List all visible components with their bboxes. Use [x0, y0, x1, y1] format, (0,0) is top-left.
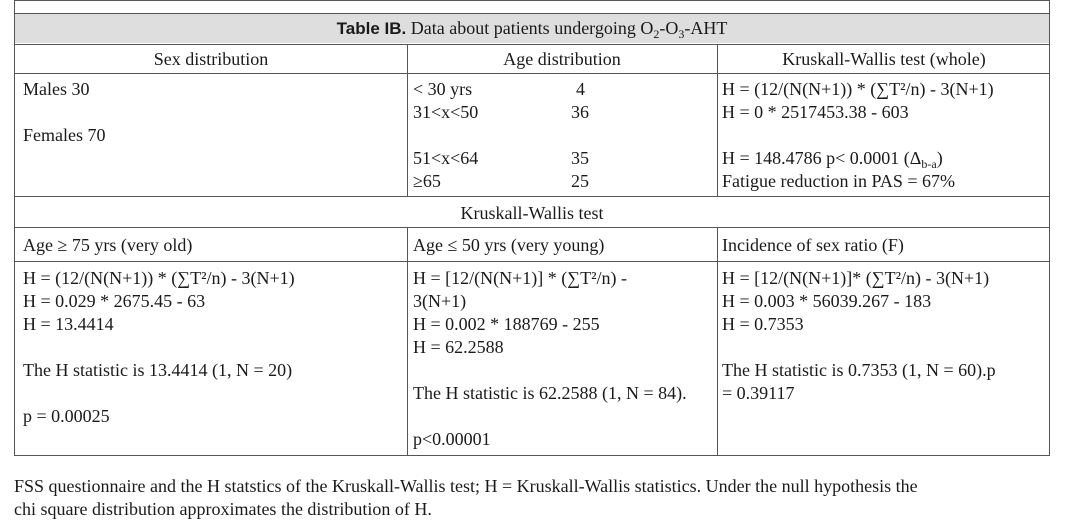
data-table: Table IB. Data about patients undergoing… [14, 0, 1050, 456]
col2-calc: H = 0.002 * 188769 - 255 [413, 314, 600, 334]
whole-result: H = 148.4786 p< 0.0001 (Δb-a) [722, 148, 943, 171]
sex-females: Females 70 [23, 125, 106, 145]
col1-p: p = 0.00025 [23, 406, 110, 426]
divider [717, 227, 718, 456]
col2-formula: H = [12/(N(N+1)] * (∑T²/n) - [413, 268, 627, 288]
sex-males: Males 30 [23, 79, 90, 99]
col1-h: H = 13.4414 [23, 314, 114, 334]
caption-line: chi square distribution approximates the… [14, 499, 432, 519]
col3-calc: H = 0.003 * 56039.267 - 183 [722, 291, 932, 311]
whole-formula: H = (12/(N(N+1)) * (∑T²/n) - 3(N+1) [722, 79, 994, 99]
divider [407, 44, 408, 196]
header-sex: Sex distribution [153, 49, 269, 69]
fatigue-reduction: Fatigue reduction in PAS = 67% [722, 171, 955, 191]
age-range: 31<x<50 [413, 102, 479, 122]
caption-line: FSS questionnaire and the H statstics of… [14, 476, 918, 496]
col2-formula-cont: 3(N+1) [413, 291, 467, 311]
divider [15, 196, 1049, 197]
col3-statistic: The H statistic is 0.7353 (1, N = 60).p [722, 360, 996, 380]
subheader-sex-ratio: Incidence of sex ratio (F) [722, 235, 904, 255]
kw-title: Kruskall-Wallis test [460, 203, 604, 223]
col1-calc: H = 0.029 * 2675.45 - 63 [23, 291, 206, 311]
table-caption: FSS questionnaire and the H statstics of… [14, 475, 1064, 521]
divider [15, 261, 1049, 262]
age-range: 51<x<64 [413, 148, 479, 168]
age-count: 36 [571, 102, 589, 122]
col3-h: H = 0.7353 [722, 314, 804, 334]
age-range: ≥65 [413, 171, 441, 191]
col3-p: = 0.39117 [722, 383, 795, 403]
subheader-very-old: Age ≥ 75 yrs (very old) [23, 235, 193, 255]
col2-statistic: The H statistic is 62.2588 (1, N = 84). [413, 383, 687, 403]
col2-p: p<0.00001 [413, 429, 491, 449]
whole-calc: H = 0 * 2517453.38 - 603 [722, 102, 909, 122]
col2-h: H = 62.2588 [413, 337, 504, 357]
divider [15, 73, 1049, 74]
col1-formula: H = (12/(N(N+1)) * (∑T²/n) - 3(N+1) [23, 268, 295, 288]
col1-statistic: The H statistic is 13.4414 (1, N = 20) [23, 360, 293, 380]
subheader-very-young: Age ≤ 50 yrs (very young) [413, 235, 605, 255]
header-kw-whole: Kruskall-Wallis test (whole) [782, 49, 986, 69]
table-title-label: Table IB. [336, 19, 407, 38]
table-title: Table IB. Data about patients undergoing… [15, 13, 1049, 43]
age-count: 25 [571, 171, 589, 191]
divider [15, 227, 1049, 228]
divider [407, 227, 408, 456]
age-count: 35 [571, 148, 589, 168]
age-range: < 30 yrs [413, 79, 473, 99]
divider [15, 13, 1049, 14]
divider [717, 44, 718, 196]
col3-formula: H = [12/(N(N+1)]* (∑T²/n) - 3(N+1) [722, 268, 990, 288]
age-count: 4 [576, 79, 585, 99]
header-age: Age distribution [503, 49, 621, 69]
table-top-border [14, 0, 1050, 1]
divider [15, 44, 1049, 45]
